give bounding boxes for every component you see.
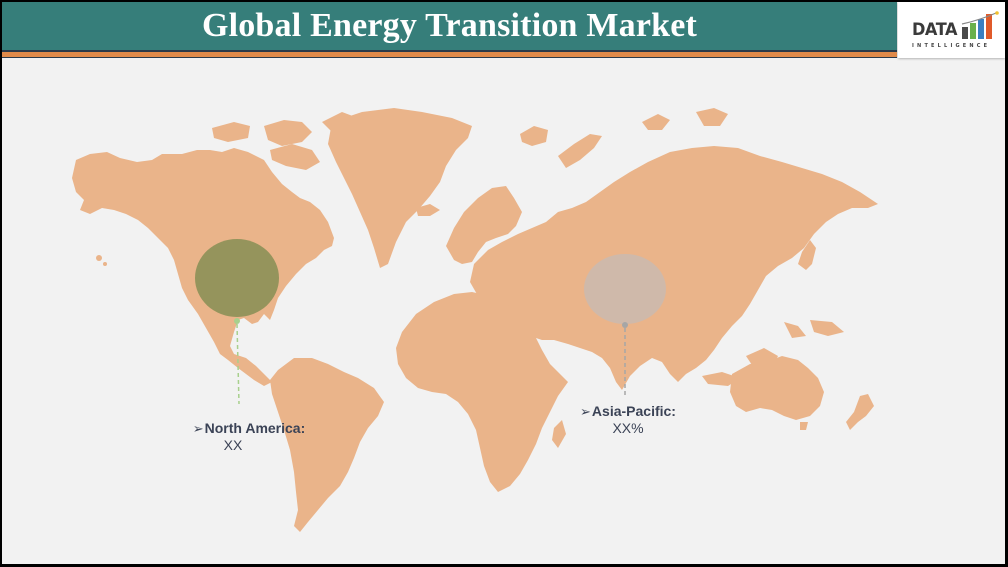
logo-wordmark: DATA <box>912 20 958 40</box>
logo-bar-icon <box>970 23 976 39</box>
logo-bar-icon <box>978 19 984 39</box>
north-america-label: ➢North America: XX <box>184 420 314 454</box>
logo-bar-icon <box>986 14 992 39</box>
north-america-bubble <box>195 239 279 317</box>
logo-subtitle: INTELLIGENCE <box>912 43 991 49</box>
asia-pacific-bubble <box>584 254 666 324</box>
asia-pacific-label: ➢Asia-Pacific: XX% <box>568 403 688 437</box>
eurasia <box>470 146 878 390</box>
logo-bar-icon <box>962 27 968 39</box>
header-rule-dark-bottom <box>2 57 897 58</box>
north-america-leader-dot <box>234 318 240 324</box>
region-name: North America: <box>204 420 306 436</box>
continents <box>72 108 878 532</box>
header-rule-orange <box>2 52 897 57</box>
page-title: Global Energy Transition Market <box>201 7 698 44</box>
arrow-bullet-icon: ➢ <box>192 421 204 436</box>
africa <box>396 292 568 492</box>
region-name: Asia-Pacific: <box>591 403 676 419</box>
asia-pacific-leader-dot <box>622 322 628 328</box>
australia <box>730 356 824 420</box>
region-value: XX% <box>612 420 644 436</box>
region-value: XX <box>223 437 243 453</box>
header-rule-dark <box>2 50 897 52</box>
data-intelligence-logo: DATA INTELLIGENCE <box>898 2 1005 58</box>
logo-swoosh-icon <box>961 11 999 25</box>
south-america <box>270 358 384 532</box>
north-america-leader-line <box>236 323 240 405</box>
greenland <box>328 108 472 268</box>
title-banner: Global Energy Transition Market <box>2 2 897 50</box>
europe <box>446 186 522 264</box>
arrow-bullet-icon: ➢ <box>580 404 591 419</box>
